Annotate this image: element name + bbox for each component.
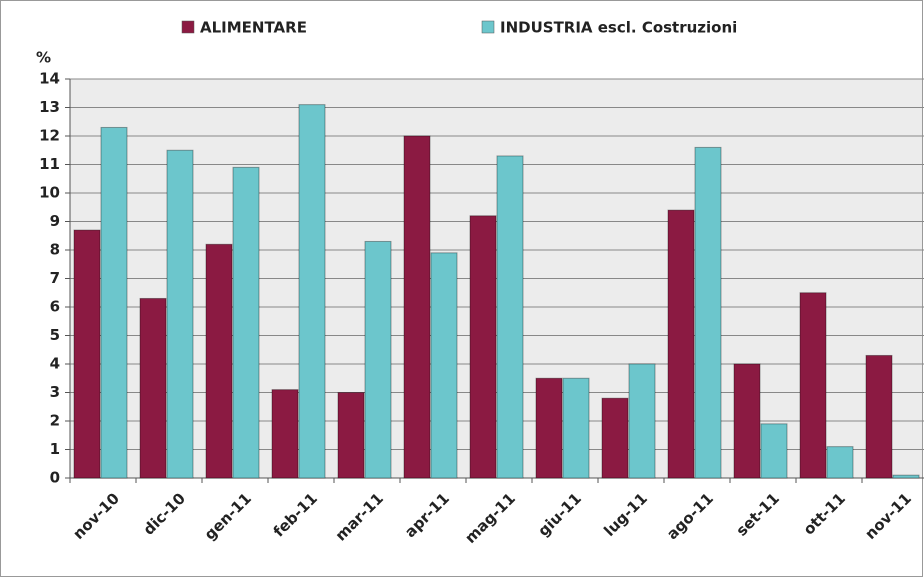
- bar: [139, 297, 167, 479]
- y-tick-label: 4: [50, 355, 60, 373]
- bar: [232, 166, 260, 479]
- bar: [496, 155, 524, 479]
- bar: [628, 363, 656, 479]
- bar: [469, 215, 497, 479]
- y-tick-label: 1: [50, 440, 60, 458]
- y-tick-label: 2: [50, 412, 60, 430]
- bar: [73, 229, 101, 479]
- bar: [100, 126, 128, 479]
- y-tick-label: 8: [50, 241, 60, 259]
- bar: [430, 252, 458, 479]
- bar: [760, 423, 788, 479]
- bar: [826, 446, 854, 479]
- bar: [865, 354, 893, 479]
- y-tick-label: 9: [50, 212, 60, 230]
- bar: [601, 397, 629, 479]
- y-tick-label: 10: [39, 184, 60, 202]
- legend-swatch: [481, 20, 495, 34]
- bar: [298, 104, 326, 479]
- y-tick-label: 7: [50, 269, 60, 287]
- bar: [799, 292, 827, 479]
- bar: [733, 363, 761, 479]
- y-axis-label: %: [36, 49, 51, 67]
- y-tick-label: 3: [50, 383, 60, 401]
- legend-swatch: [181, 20, 195, 34]
- y-tick-label: 11: [39, 155, 60, 173]
- bar: [271, 389, 299, 479]
- bar: [667, 209, 695, 479]
- bar: [694, 146, 722, 479]
- y-tick-label: 12: [39, 127, 60, 145]
- bar: [166, 149, 194, 479]
- y-tick-label: 14: [39, 70, 60, 88]
- y-tick-label: 0: [50, 469, 60, 487]
- bar: [205, 243, 233, 479]
- bar: [364, 240, 392, 479]
- bar: [892, 474, 920, 479]
- bar: [562, 377, 590, 479]
- y-tick-label: 5: [50, 326, 60, 344]
- y-tick-label: 13: [39, 98, 60, 116]
- y-tick-label: 6: [50, 298, 60, 316]
- bar: [337, 392, 365, 479]
- bar: [535, 377, 563, 479]
- bar: [403, 135, 431, 479]
- legend-label: ALIMENTARE: [200, 19, 307, 37]
- legend-label: INDUSTRIA escl. Costruzioni: [500, 19, 737, 37]
